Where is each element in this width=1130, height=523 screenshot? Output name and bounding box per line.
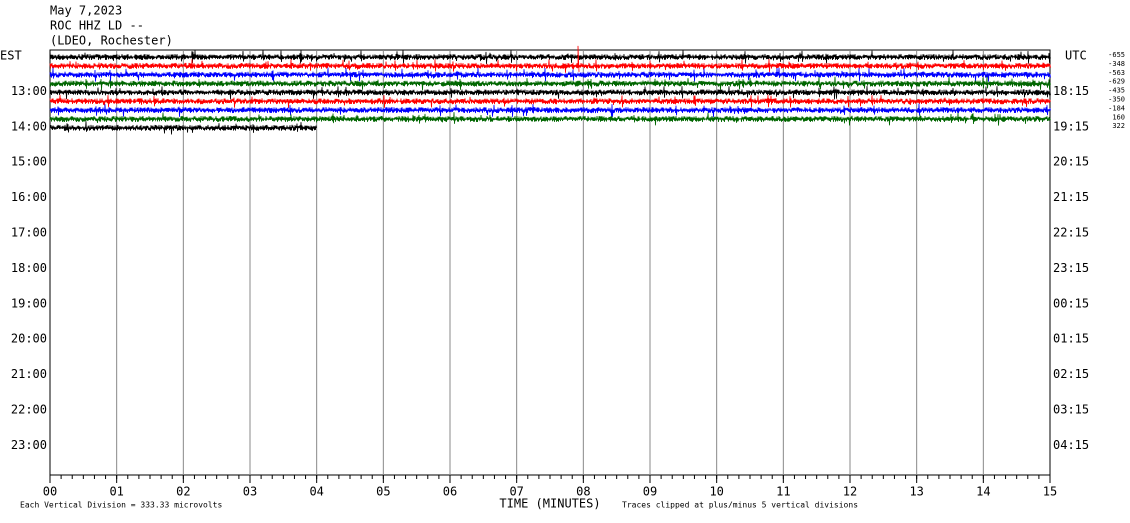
seismic-trace (49, 45, 1051, 73)
x-tick-label: 00 (43, 485, 57, 499)
x-tick-label: 13 (909, 485, 923, 499)
seismic-trace (49, 103, 1051, 118)
x-tick-label: 11 (776, 485, 790, 499)
seismic-trace (49, 94, 1051, 109)
seismic-trace (49, 121, 317, 135)
trace-offset: 160 (1112, 113, 1125, 121)
est-hour-label: 22:00 (11, 403, 47, 417)
est-hour-label: 19:00 (11, 296, 47, 310)
utc-hour-label: 02:15 (1053, 367, 1089, 381)
trace-offset: -435 (1108, 87, 1125, 95)
plot-frame (49, 49, 1051, 476)
seismic-trace (49, 85, 1051, 100)
utc-hour-label: 19:15 (1053, 119, 1089, 133)
scale-note: Each Vertical Division = 333.33 microvol… (20, 501, 222, 510)
est-hour-label: 17:00 (11, 226, 47, 240)
x-tick-label: 12 (843, 485, 857, 499)
trace-offset: -348 (1108, 60, 1125, 68)
x-tick-label: 04 (309, 485, 323, 499)
x-tick-label: 05 (376, 485, 390, 499)
utc-hour-label: 22:15 (1053, 226, 1089, 240)
trace-offset: -629 (1108, 78, 1125, 86)
utc-hour-label: 03:15 (1053, 403, 1089, 417)
x-tick-label: 06 (443, 485, 457, 499)
est-hour-label: 18:00 (11, 261, 47, 275)
est-hour-label: 20:00 (11, 332, 47, 346)
utc-hour-label: 00:15 (1053, 296, 1089, 310)
est-hour-label: 13:00 (11, 84, 47, 98)
clip-note: Traces clipped at plus/minus 5 vertical … (622, 501, 858, 510)
header-network: (LDEO, Rochester) (50, 34, 173, 48)
x-tick-label: 08 (576, 485, 590, 499)
utc-hour-label: 21:15 (1053, 190, 1089, 204)
trace-offset: -563 (1108, 69, 1125, 77)
header-date: May 7,2023 (50, 4, 122, 18)
utc-hour-label: 23:15 (1053, 261, 1089, 275)
est-hour-label: 14:00 (11, 119, 47, 133)
x-tick-label: 03 (243, 485, 257, 499)
x-tick-label: 09 (643, 485, 657, 499)
utc-hour-label: 04:15 (1053, 438, 1089, 452)
utc-hour-label: 18:15 (1053, 84, 1089, 98)
est-hour-label: 23:00 (11, 438, 47, 452)
est-hour-label: 15:00 (11, 155, 47, 169)
est-hour-label: 16:00 (11, 190, 47, 204)
trace-offset: 322 (1112, 122, 1125, 130)
x-tick-label: 10 (709, 485, 723, 499)
trace-offset: -350 (1108, 96, 1125, 104)
est-hour-label: 21:00 (11, 367, 47, 381)
seismic-trace (49, 112, 1051, 126)
x-tick-label: 14 (976, 485, 990, 499)
est-title: EST (0, 49, 22, 63)
seismic-trace (49, 49, 1051, 65)
header-station: ROC HHZ LD -- (50, 19, 144, 33)
x-tick-label: 07 (509, 485, 523, 499)
x-tick-label: 02 (176, 485, 190, 499)
x-axis-title: TIME (MINUTES) (499, 497, 600, 511)
utc-hour-label: 01:15 (1053, 332, 1089, 346)
utc-title: UTC (1065, 49, 1087, 63)
utc-hour-label: 20:15 (1053, 155, 1089, 169)
trace-offset: -655 (1108, 51, 1125, 59)
seismic-trace (49, 67, 1051, 82)
trace-offset: -184 (1108, 104, 1125, 112)
seismic-trace (49, 76, 1051, 91)
x-tick-label: 15 (1043, 485, 1057, 499)
x-tick-label: 01 (109, 485, 123, 499)
